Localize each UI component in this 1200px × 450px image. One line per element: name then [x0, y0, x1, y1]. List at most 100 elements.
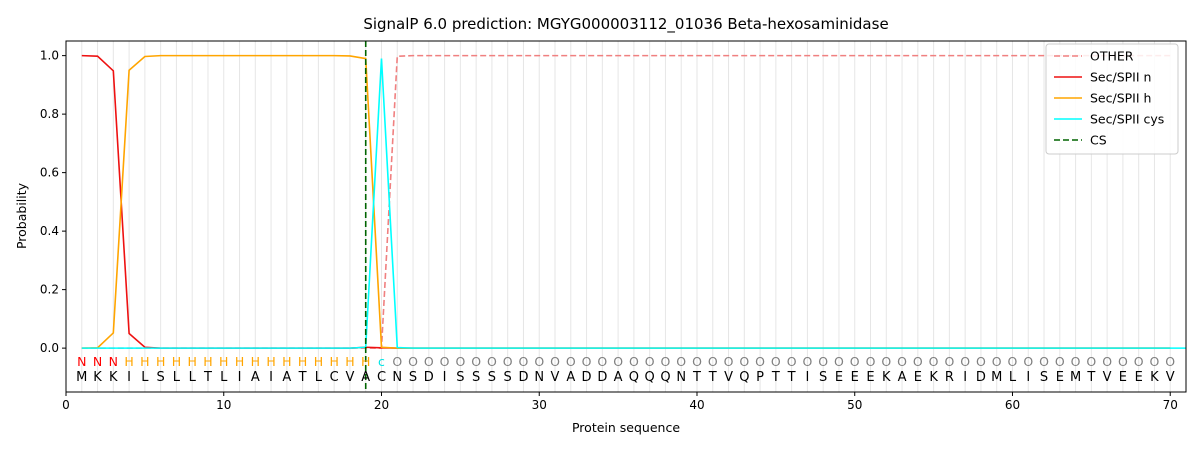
- annotation-letter: O: [1134, 354, 1144, 369]
- annotation-letter: O: [802, 354, 812, 369]
- sequence-letter: N: [392, 370, 402, 385]
- sequence-letter: S: [409, 370, 417, 385]
- sequence-letter: Q: [660, 370, 670, 385]
- annotation-letter: O: [424, 354, 434, 369]
- y-tick-label: 0.4: [40, 224, 59, 238]
- annotation-letter: O: [755, 354, 765, 369]
- annotation-letter: O: [708, 354, 718, 369]
- annotation-letter: O: [534, 354, 544, 369]
- sequence-letter: E: [835, 370, 843, 385]
- annotation-letter: O: [1102, 354, 1112, 369]
- annotation-letter: H: [235, 354, 244, 369]
- sequence-letter: M: [991, 370, 1002, 385]
- annotation-letter: H: [282, 354, 291, 369]
- annotation-letter: O: [944, 354, 954, 369]
- annotation-letter: c: [378, 354, 385, 369]
- annotation-letter: O: [739, 354, 749, 369]
- annotation-letter: O: [1165, 354, 1175, 369]
- sequence-letter: A: [898, 370, 907, 385]
- sequence-letter: T: [771, 370, 780, 385]
- sequence-letter: E: [914, 370, 922, 385]
- annotation-letter: H: [124, 354, 133, 369]
- x-tick-label: 60: [1005, 398, 1020, 412]
- sequence-letter: L: [173, 370, 181, 385]
- annotation-letter: O: [834, 354, 844, 369]
- annotation-letter: H: [345, 354, 354, 369]
- annotation-letter: H: [140, 354, 149, 369]
- annotation-letter: O: [613, 354, 623, 369]
- sequence-letter: L: [1009, 370, 1017, 385]
- sequence-letter: V: [345, 370, 354, 385]
- annotation-letter: O: [629, 354, 639, 369]
- sequence-letter: D: [976, 370, 986, 385]
- annotation-letter: H: [172, 354, 181, 369]
- annotation-letter: O: [881, 354, 891, 369]
- annotation-letter: N: [93, 354, 102, 369]
- sequence-letter: D: [424, 370, 434, 385]
- sequence-letter: E: [851, 370, 859, 385]
- series-line-sec-spii-h: [81, 54, 1171, 349]
- annotation-letter: O: [1086, 354, 1096, 369]
- sequence-letter: C: [377, 370, 386, 385]
- annotation-letter: H: [329, 354, 338, 369]
- y-tick-label: 0.6: [40, 166, 59, 180]
- grid-lines: [81, 41, 1171, 392]
- plot-frame: [65, 40, 1187, 393]
- sequence-letter: S: [819, 370, 827, 385]
- y-axis: 0.0 0.2 0.4 0.6 0.8 1.0: [40, 49, 66, 355]
- sequence-letter: R: [945, 370, 954, 385]
- x-tick-label: 10: [216, 398, 231, 412]
- x-axis-label: Protein sequence: [572, 420, 680, 435]
- annotation-letter: O: [503, 354, 513, 369]
- sequence-letter: Q: [739, 370, 749, 385]
- annotation-letter: O: [1150, 354, 1160, 369]
- annotation-letter: O: [408, 354, 418, 369]
- sequence-letter: C: [330, 370, 339, 385]
- x-tick-label: 70: [1163, 398, 1178, 412]
- annotation-letter: O: [1055, 354, 1065, 369]
- annotation-letter: O: [645, 354, 655, 369]
- sequence-letter: E: [1056, 370, 1064, 385]
- sequence-letter: T: [692, 370, 701, 385]
- sequence-letter: K: [1150, 370, 1159, 385]
- annotation-letter: H: [251, 354, 260, 369]
- sequence-letter: N: [534, 370, 544, 385]
- annotation-letter: O: [1039, 354, 1049, 369]
- annotation-letter: O: [455, 354, 465, 369]
- sequence-letter: K: [882, 370, 891, 385]
- annotation-letter: O: [661, 354, 671, 369]
- annotation-letter: H: [266, 354, 275, 369]
- sequence-letter: Q: [629, 370, 639, 385]
- annotation-letter: O: [471, 354, 481, 369]
- sequence-letter: S: [157, 370, 165, 385]
- annotation-letter: O: [960, 354, 970, 369]
- annotation-letter: O: [771, 354, 781, 369]
- sequence-letter: V: [1103, 370, 1112, 385]
- annotation-letter: O: [1118, 354, 1128, 369]
- y-tick-label: 0.8: [40, 107, 59, 121]
- sequence-letter: K: [109, 370, 118, 385]
- sequence-letter: D: [582, 370, 592, 385]
- series-line-sec-spii-cys: [81, 58, 1186, 349]
- series-line-other: [81, 54, 1171, 349]
- sequence-letter: E: [866, 370, 874, 385]
- sequence-letter: I: [805, 370, 809, 385]
- annotation-letter: H: [314, 354, 323, 369]
- sequence-letter: T: [787, 370, 796, 385]
- annotation-letter: H: [219, 354, 228, 369]
- x-tick-label: 50: [847, 398, 862, 412]
- sequence-letter: T: [708, 370, 717, 385]
- sequence-letter: D: [518, 370, 528, 385]
- legend-label: Sec/SPII n: [1090, 70, 1151, 85]
- sequence-letter: I: [238, 370, 242, 385]
- y-axis-label: Probability: [14, 182, 29, 249]
- legend: OTHER Sec/SPII n Sec/SPII h Sec/SPII cys CS: [1045, 43, 1179, 155]
- annotation-letter: H: [361, 354, 370, 369]
- annotation-letter: O: [566, 354, 576, 369]
- y-tick-label: 0.2: [40, 283, 59, 297]
- sequence-letter: M: [76, 370, 87, 385]
- annotation-letter: O: [929, 354, 939, 369]
- sequence-letter: L: [141, 370, 149, 385]
- sequence-letter: M: [1070, 370, 1081, 385]
